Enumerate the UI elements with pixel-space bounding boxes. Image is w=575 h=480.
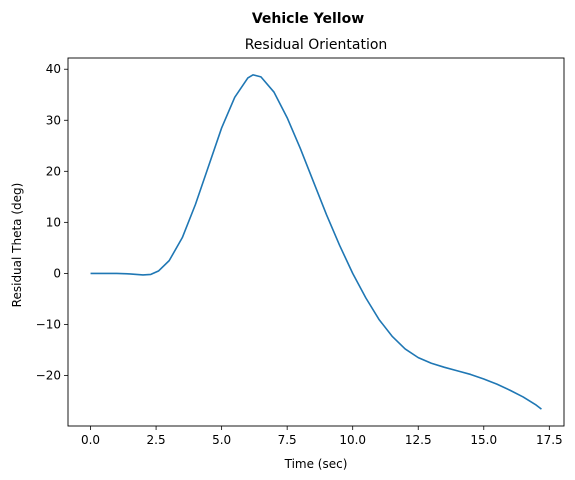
y-tick-label: −10 <box>36 317 61 331</box>
y-tick-label: 20 <box>46 164 61 178</box>
x-axis-ticks: 0.0 2.5 5.0 7.5 10.0 12.5 15.0 17.5 <box>81 426 563 447</box>
x-tick-label: 10.0 <box>339 433 366 447</box>
x-tick-label: 5.0 <box>212 433 231 447</box>
x-tick-label: 2.5 <box>147 433 166 447</box>
y-tick-label: 40 <box>46 62 61 76</box>
x-tick-label: 7.5 <box>278 433 297 447</box>
plot-area <box>90 74 542 410</box>
y-tick-label: 30 <box>46 113 61 127</box>
x-tick-label: 15.0 <box>470 433 497 447</box>
y-axis-ticks: −20 −10 0 10 20 30 40 <box>36 62 68 382</box>
y-tick-label: 0 <box>53 266 61 280</box>
x-axis-label: Time (sec) <box>284 457 348 471</box>
x-tick-label: 12.5 <box>405 433 432 447</box>
x-tick-label: 17.5 <box>536 433 563 447</box>
x-tick-label: 0.0 <box>81 433 100 447</box>
y-tick-label: −20 <box>36 368 61 382</box>
chart-title: Residual Orientation <box>245 37 388 53</box>
chart-suptitle: Vehicle Yellow <box>252 11 364 27</box>
y-axis-label: Residual Theta (deg) <box>10 183 24 308</box>
y-tick-label: 10 <box>46 215 61 229</box>
plot-frame <box>67 57 565 427</box>
series-line-0 <box>90 74 542 410</box>
